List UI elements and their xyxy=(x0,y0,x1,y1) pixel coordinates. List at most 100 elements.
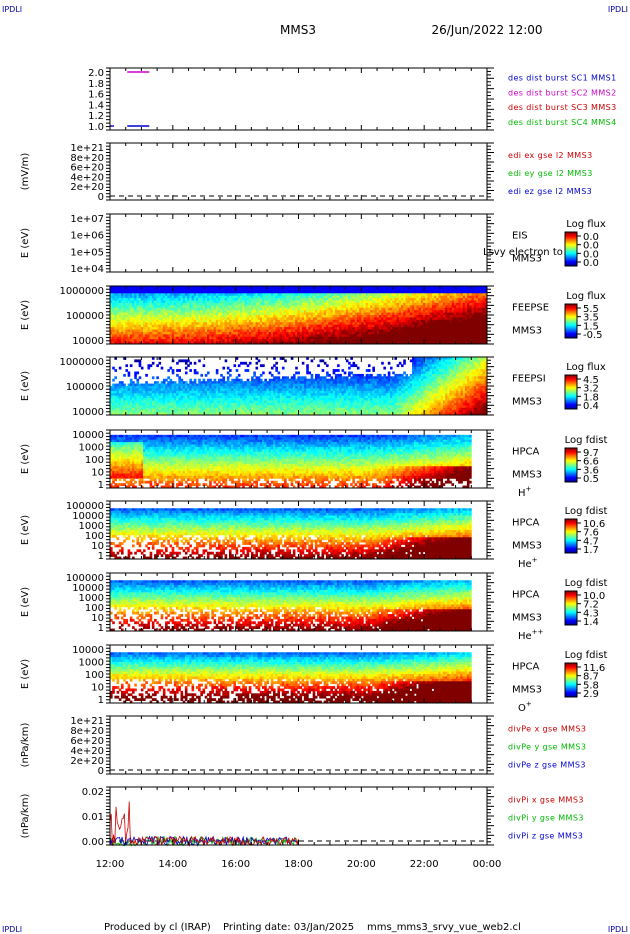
feepse-cell xyxy=(445,339,448,342)
feepsi-cell xyxy=(112,402,115,406)
feepse-cell xyxy=(365,315,369,318)
feepse-cell xyxy=(209,317,212,321)
feepse-cell xyxy=(361,295,364,299)
feepse-cell xyxy=(176,290,179,294)
feepse-cell xyxy=(171,310,175,313)
feepse-cell xyxy=(341,300,345,304)
feepse-cell xyxy=(200,324,203,328)
feepse-cell xyxy=(167,339,170,342)
feepse-cell xyxy=(226,331,230,335)
feepse-cell xyxy=(264,310,267,313)
feepse-cell xyxy=(184,317,188,321)
feepse-cell xyxy=(237,324,241,328)
feepse-cell xyxy=(147,319,151,323)
feepse-cell xyxy=(193,305,197,309)
feepse-cell xyxy=(473,288,477,292)
feepse-cell xyxy=(385,319,389,323)
feepse-cell xyxy=(118,288,122,292)
feepse-cell xyxy=(233,305,237,309)
feepse-cell xyxy=(200,290,203,294)
feepse-cell xyxy=(229,295,232,299)
feepse-cell xyxy=(255,331,259,335)
feepse-cell xyxy=(231,341,234,345)
feepse-cell xyxy=(173,324,177,328)
feepse-cell xyxy=(224,300,228,304)
feepse-cell xyxy=(180,290,184,294)
feepse-cell xyxy=(218,312,221,316)
feepse-cell xyxy=(195,293,199,297)
feepse-cell xyxy=(244,312,248,316)
feepse-cell xyxy=(240,293,243,297)
feepse-cell xyxy=(233,319,237,323)
feepse-cell xyxy=(112,334,115,338)
feepse-cell xyxy=(218,339,221,342)
feepse-cell xyxy=(242,290,245,294)
feepse-cell xyxy=(162,339,166,342)
feepse-cell xyxy=(237,327,241,330)
feepse-cell xyxy=(123,310,126,313)
feepse-cell xyxy=(211,339,215,342)
feepse-cell xyxy=(121,331,124,335)
feepse-cell xyxy=(202,302,206,306)
feepse-cell xyxy=(266,329,270,333)
feepse-cell xyxy=(173,339,177,342)
feepse-cell xyxy=(207,305,210,309)
feepse-cell xyxy=(158,322,162,326)
feepse-cell xyxy=(116,339,120,342)
feepse-cell xyxy=(202,327,206,330)
feepse-cell xyxy=(255,334,259,338)
feepse-cell xyxy=(233,315,237,318)
feepse-cell xyxy=(202,319,206,323)
feepse-cell xyxy=(112,307,115,311)
feepse-cell xyxy=(209,295,212,299)
feepse-cell xyxy=(125,305,129,309)
feepse-cell xyxy=(248,300,252,304)
feepse-cell xyxy=(123,305,126,309)
feepse-cell xyxy=(365,288,369,292)
feepse-cell xyxy=(226,298,230,301)
feepse-cell xyxy=(281,329,285,333)
feepse-cell xyxy=(160,322,164,326)
feepse-cell xyxy=(213,288,217,292)
feepse-cell xyxy=(246,317,250,321)
feepse-cell xyxy=(121,293,124,297)
feepse-cell xyxy=(154,305,157,309)
feepse-cell xyxy=(473,293,477,297)
feepse-cell xyxy=(167,319,170,323)
feepse-cell xyxy=(244,305,248,309)
feepse-cell xyxy=(195,324,199,328)
feepse-cell xyxy=(145,334,148,338)
feepse-cell xyxy=(187,307,190,311)
feepse-cell xyxy=(224,293,228,297)
feepse-cell xyxy=(127,293,131,297)
feepse-cell xyxy=(266,331,270,335)
feepsi-cell xyxy=(145,381,148,384)
feepse-cell xyxy=(244,286,248,289)
burst-ytick-label: 2.0 xyxy=(88,68,104,79)
feepse-cell xyxy=(337,310,340,313)
feepse-cell xyxy=(341,331,345,335)
feepse-cell xyxy=(191,334,195,338)
feepse-cell xyxy=(478,315,481,318)
feepse-cell xyxy=(266,288,270,292)
feepse-cell xyxy=(218,290,221,294)
feepse-cell xyxy=(198,341,201,345)
feepse-cell xyxy=(173,307,177,311)
feepse-cell xyxy=(114,305,118,309)
feepse-cell xyxy=(169,336,173,340)
feepse-cell xyxy=(222,324,226,328)
feepse-cell xyxy=(445,293,448,297)
feepse-cell xyxy=(191,329,195,333)
feepse-cell xyxy=(191,310,195,313)
feepse-cell xyxy=(125,322,129,326)
feepse-cell xyxy=(140,341,144,345)
feepse-cell xyxy=(138,305,142,309)
feepse-cell xyxy=(147,302,151,306)
feepse-cell xyxy=(240,331,243,335)
feepse-cell xyxy=(145,312,148,316)
feepse-cell xyxy=(445,327,448,330)
feepse-cell xyxy=(160,341,164,345)
feepse-cell xyxy=(158,300,162,304)
feepse-cell xyxy=(191,290,195,294)
feepse-cell xyxy=(191,312,195,316)
